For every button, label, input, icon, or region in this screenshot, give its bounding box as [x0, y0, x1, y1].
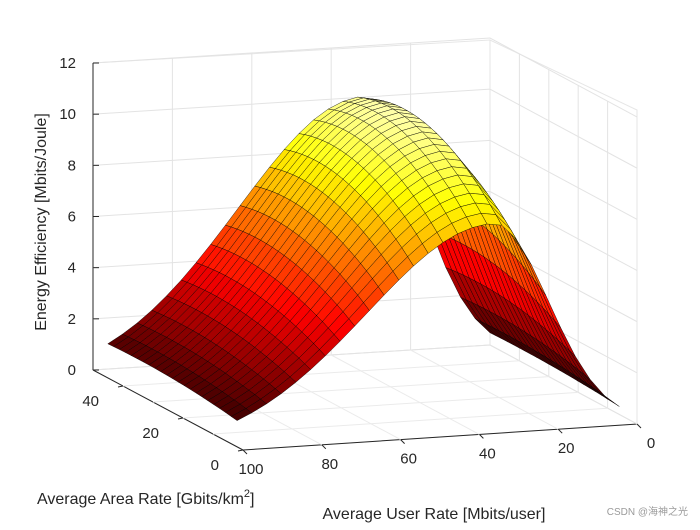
y-axis-label-main: Average Area Rate [Gbits/km [37, 491, 244, 508]
x-tick-label: 100 [238, 461, 263, 478]
z-gridline [92, 139, 638, 220]
y-tick-mark [237, 449, 244, 452]
z-tick-label: 4 [68, 260, 76, 277]
z-tick-label: 8 [68, 157, 76, 174]
x-tick-label: 80 [321, 456, 338, 473]
y-axis-label-sup: 2 [244, 488, 250, 500]
y-tick-label: 0 [211, 457, 219, 474]
z-gridline [92, 190, 638, 271]
z-tick-label: 12 [59, 55, 76, 72]
y-tick-label: 20 [142, 425, 159, 442]
surface [107, 96, 620, 421]
floor-gridline [410, 349, 559, 430]
z-tick-label: 2 [68, 311, 76, 328]
y-tick-mark [177, 417, 184, 420]
x-tick-mark [321, 444, 327, 450]
z-tick-label: 10 [59, 106, 76, 123]
floor-gridline [330, 354, 480, 435]
y-axis-label-close: ] [250, 491, 254, 508]
axis-ticks: 0 2 4 6 8 10 12 0 20 40 60 80 100 0 20 40 [59, 55, 655, 478]
x-tick-mark [557, 428, 563, 434]
surface-patch [230, 408, 253, 421]
x-tick-label: 20 [558, 440, 575, 457]
axis-edge-x [242, 423, 638, 451]
axis-edge-y [92, 369, 244, 451]
x-tick-label: 0 [647, 435, 655, 452]
z-gridline [92, 37, 638, 118]
x-axis-label: Average User Rate [Mbits/user] [323, 506, 546, 523]
x-tick-mark [242, 449, 248, 455]
x-tick-mark [479, 434, 484, 439]
x-tick-label: 60 [400, 451, 417, 468]
z-tick-label: 6 [68, 209, 76, 226]
watermark: CSDN @海神之光 [607, 505, 688, 518]
x-tick-mark [636, 423, 642, 429]
x-tick-label: 40 [479, 445, 496, 462]
y-tick-mark [117, 385, 124, 388]
y-axis-label: Average Area Rate [Gbits/km2] [37, 488, 255, 508]
x-tick-mark [400, 439, 405, 444]
floor-gridline [212, 407, 608, 435]
z-gridline [92, 88, 638, 169]
z-axis-label: Energy Efficiency [Mbits/Joule] [33, 113, 50, 331]
y-tick-label: 40 [82, 393, 99, 410]
z-tick-label: 0 [68, 362, 76, 379]
